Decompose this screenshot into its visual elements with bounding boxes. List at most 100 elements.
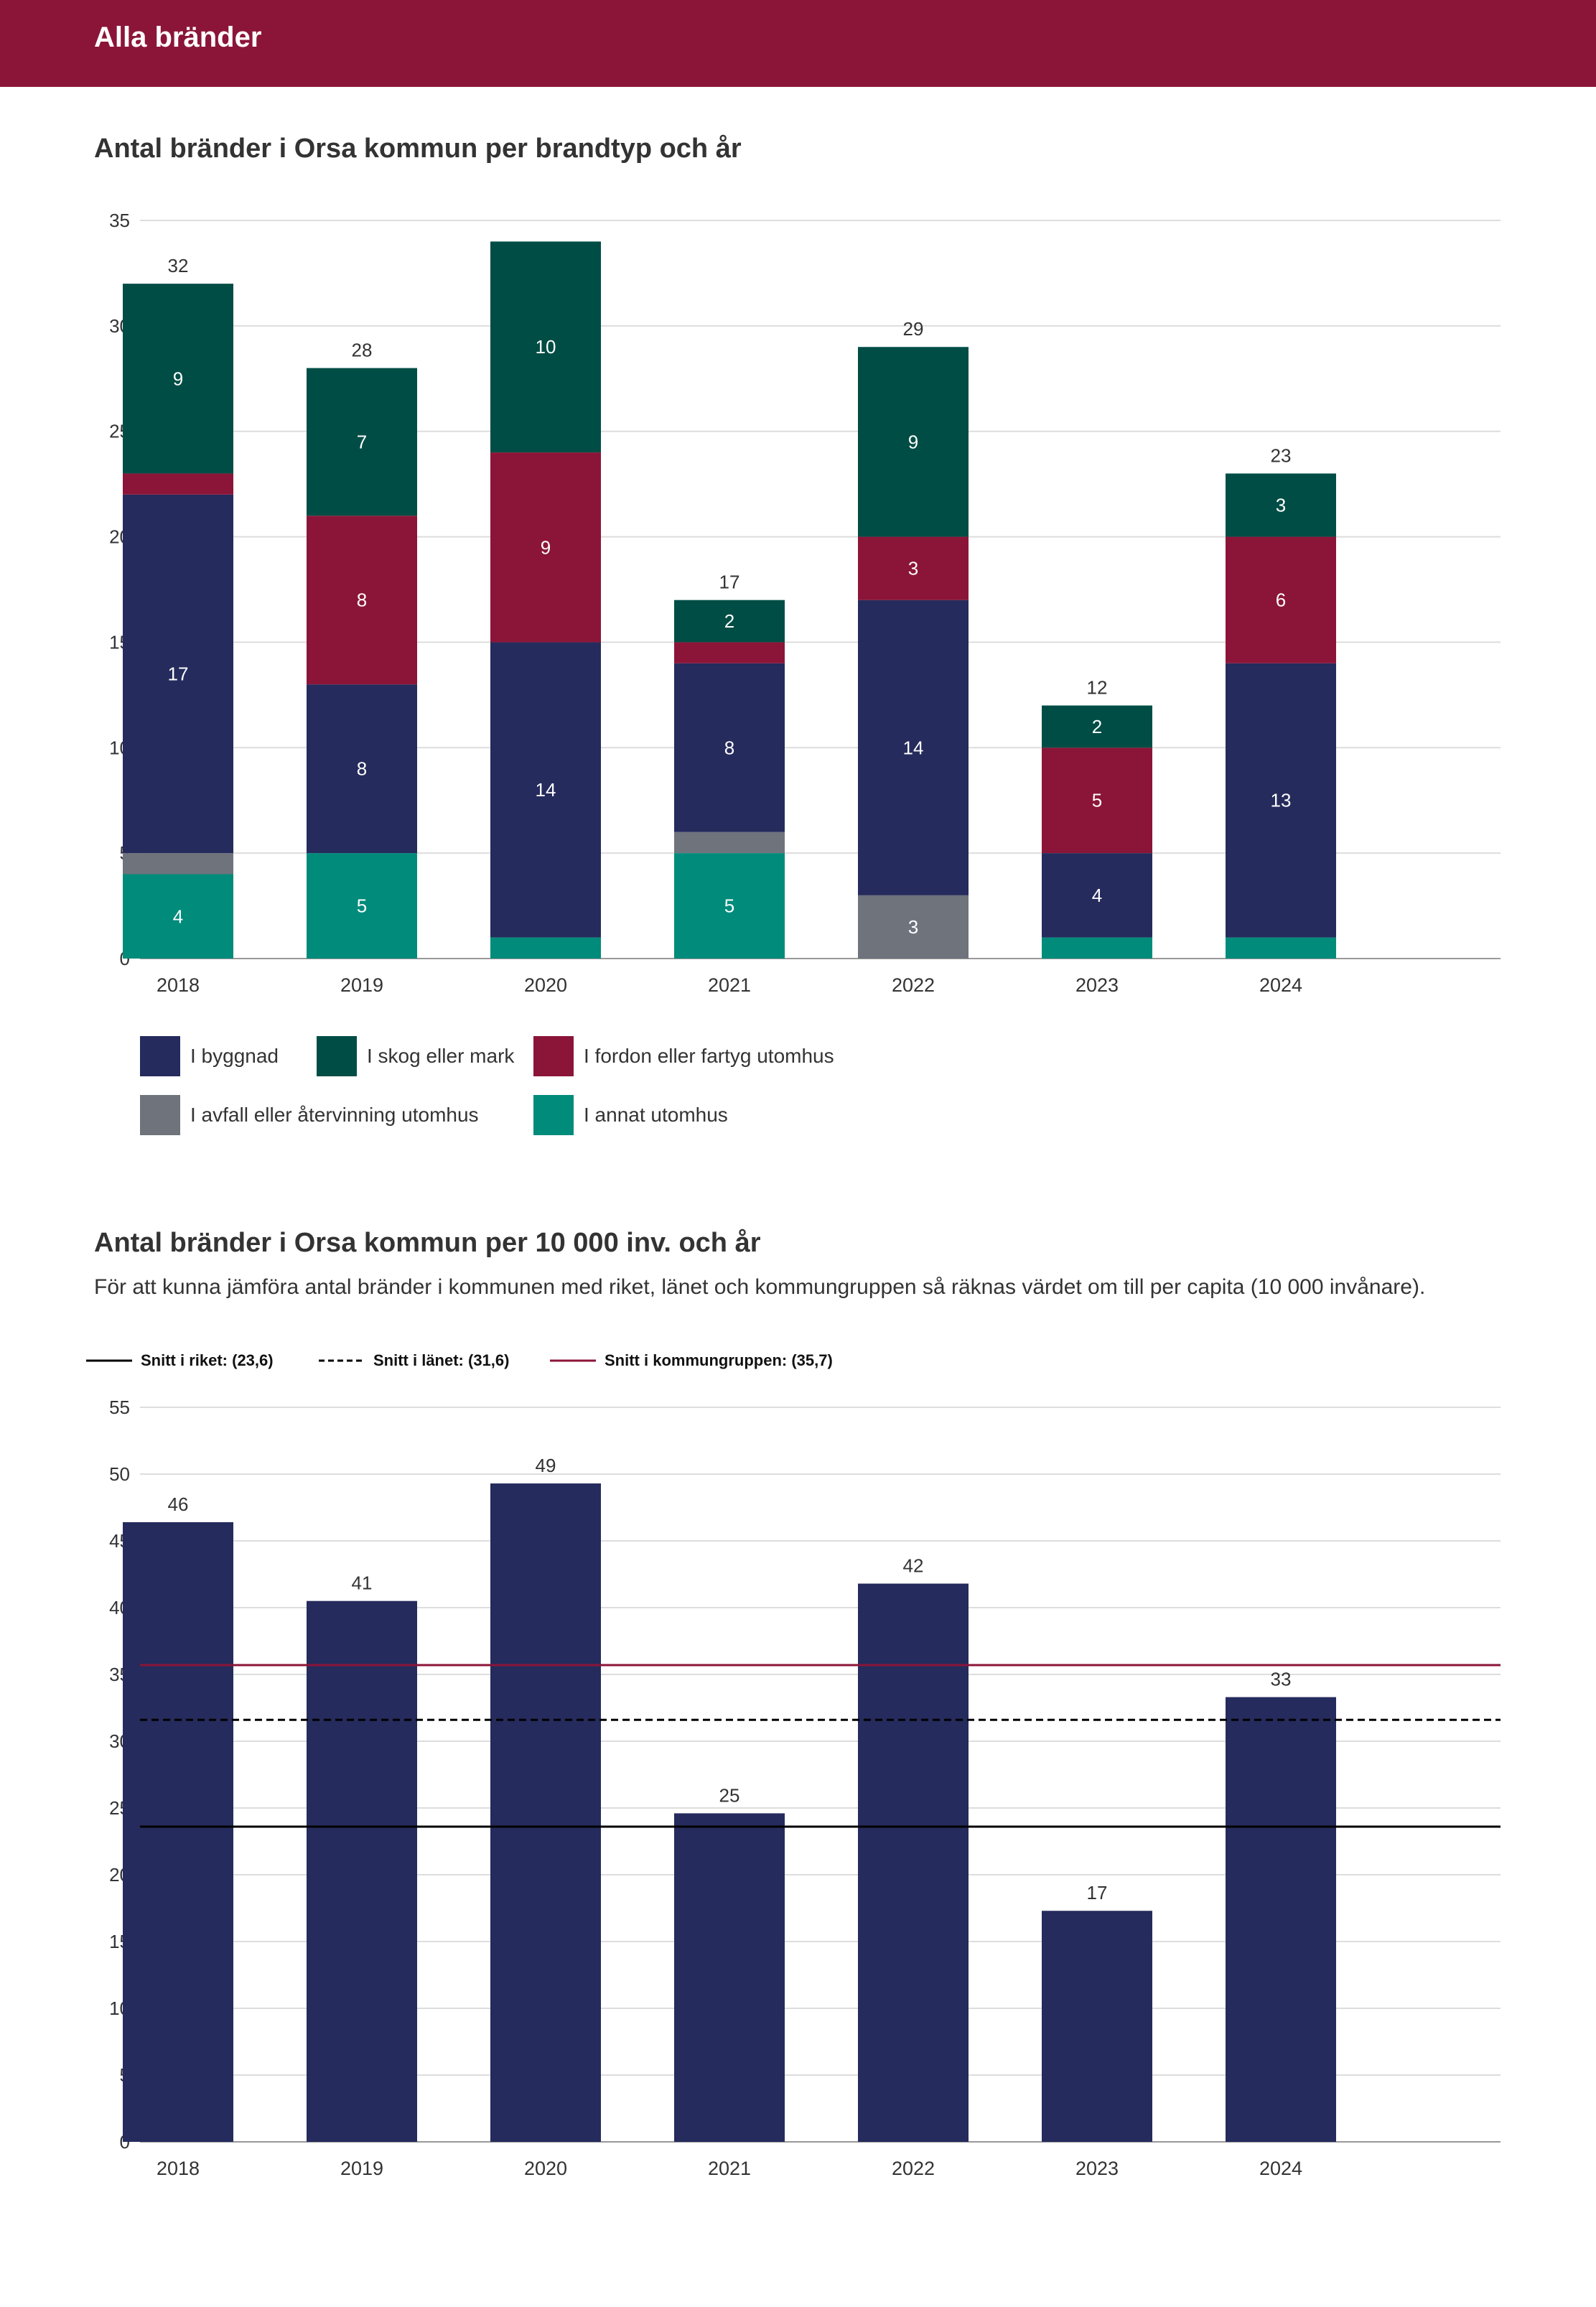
bar: [858, 1583, 969, 2142]
x-tick-label: 2020: [524, 974, 567, 996]
x-tick-label: 2021: [708, 974, 751, 996]
y-tick-label: 55: [109, 1397, 130, 1418]
x-tick-label: 2018: [157, 974, 200, 996]
bar-segment-avfall: [123, 853, 233, 875]
bar-segment-fordon: [1042, 747, 1152, 854]
bar: [123, 1521, 233, 2142]
stacked-bar-chart: 0510152025303541793220185887282019149102…: [109, 210, 1501, 996]
legend-label: I fordon eller fartyg utomhus: [584, 1045, 834, 1067]
bar-segment-byggnad: [1042, 853, 1152, 938]
bar-segment-byggnad: [858, 600, 969, 895]
data-label: 46: [168, 1493, 189, 1515]
line-legend-item: Snitt i kommungruppen: (35,7): [550, 1351, 833, 1370]
y-tick-label: 35: [109, 210, 130, 231]
page-title: Alla bränder: [94, 22, 262, 53]
data-label: 3: [1276, 495, 1286, 516]
data-label: 5: [724, 895, 734, 917]
data-label: 5: [357, 895, 367, 917]
x-tick-label: 2019: [340, 974, 383, 996]
data-label: 3: [908, 558, 918, 579]
bar-segment-byggnad: [490, 642, 601, 938]
data-label: 2: [724, 610, 734, 632]
bar-segment-avfall: [858, 895, 969, 959]
line-legend-swatch: [86, 1359, 132, 1362]
bar-segment-byggnad: [307, 684, 417, 854]
legend-swatch: [533, 1095, 574, 1135]
legend-item: I byggnad: [140, 1036, 279, 1076]
y-tick-label: 50: [109, 1463, 130, 1485]
data-label: 8: [724, 737, 734, 758]
bar-segment-skog: [1226, 473, 1336, 537]
bar: [307, 1600, 417, 2142]
data-label: 9: [173, 368, 183, 389]
x-tick-label: 2023: [1075, 974, 1119, 996]
bar-segment-annat: [1042, 937, 1152, 959]
data-label: 5: [1092, 790, 1102, 811]
x-tick-label: 2024: [1259, 974, 1302, 996]
legend-swatch: [140, 1036, 180, 1076]
x-tick-label: 2020: [524, 2158, 567, 2179]
legend-swatch: [317, 1036, 357, 1076]
line-legend-label: Snitt i riket: (23,6): [141, 1351, 274, 1369]
bar-segment-skog: [490, 241, 601, 453]
x-tick-label: 2019: [340, 2158, 383, 2179]
total-label: 23: [1271, 444, 1292, 466]
bar-segment-annat: [307, 853, 417, 959]
per-capita-bar-chart: 0510152025303540455055462018412019492020…: [109, 1397, 1501, 2179]
data-label: 7: [357, 431, 367, 452]
data-label: 41: [352, 1572, 373, 1594]
bar-segment-annat: [490, 937, 601, 959]
data-label: 25: [719, 1784, 740, 1806]
data-label: 6: [1276, 589, 1286, 611]
data-label: 9: [541, 536, 551, 558]
data-label: 14: [903, 737, 924, 758]
line-legend-label: Snitt i kommungruppen: (35,7): [605, 1351, 833, 1369]
legend-label: I annat utomhus: [584, 1104, 728, 1126]
line-legend-item: Snitt i riket: (23,6): [86, 1351, 274, 1370]
chart2-title: Antal bränder i Orsa kommun per 10 000 i…: [94, 1228, 761, 1258]
legend-label: I skog eller mark: [367, 1045, 515, 1067]
legend-swatch: [533, 1036, 574, 1076]
chart1-title: Antal bränder i Orsa kommun per brandtyp…: [94, 134, 742, 164]
data-label: 10: [536, 336, 556, 358]
bar-segment-skog: [123, 284, 233, 474]
legend-item: I avfall eller återvinning utomhus: [140, 1095, 479, 1135]
legend-item: I skog eller mark: [317, 1036, 514, 1076]
data-label: 42: [903, 1555, 924, 1577]
total-label: 28: [352, 340, 373, 361]
bar-segment-fordon: [123, 473, 233, 495]
total-label: 12: [1087, 677, 1108, 699]
x-tick-label: 2018: [157, 2158, 200, 2179]
bar-segment-annat: [123, 874, 233, 959]
legend-label: I byggnad: [190, 1045, 279, 1067]
total-label: 17: [719, 572, 740, 593]
data-label: 17: [1087, 1882, 1108, 1903]
legend-item: I fordon eller fartyg utomhus: [533, 1036, 834, 1076]
x-tick-label: 2021: [708, 2158, 751, 2179]
bar-segment-avfall: [674, 831, 785, 854]
bar: [674, 1813, 785, 2142]
legend-label: I avfall eller återvinning utomhus: [190, 1104, 479, 1126]
bar-segment-skog: [674, 600, 785, 643]
data-label: 3: [908, 916, 918, 938]
x-tick-label: 2023: [1075, 2158, 1119, 2179]
data-label: 33: [1271, 1669, 1292, 1690]
bar-segment-fordon: [674, 642, 785, 663]
bar-segment-fordon: [490, 452, 601, 643]
data-label: 9: [908, 431, 918, 452]
total-label: 29: [903, 318, 924, 340]
bar: [1042, 1911, 1152, 2142]
line-legend-label: Snitt i länet: (31,6): [373, 1351, 510, 1369]
bar-segment-annat: [674, 853, 785, 959]
data-label: 14: [536, 779, 556, 801]
bar-segment-skog: [1042, 705, 1152, 748]
data-label: 8: [357, 758, 367, 780]
bar-segment-fordon: [1226, 536, 1336, 663]
line-legend-swatch: [550, 1359, 596, 1362]
legend-item: I annat utomhus: [533, 1095, 728, 1135]
line-legend-swatch: [319, 1359, 365, 1362]
line-legend-item: Snitt i länet: (31,6): [319, 1351, 509, 1370]
page-header: Alla bränder: [0, 0, 1596, 87]
data-label: 2: [1092, 716, 1102, 737]
data-label: 8: [357, 589, 367, 611]
